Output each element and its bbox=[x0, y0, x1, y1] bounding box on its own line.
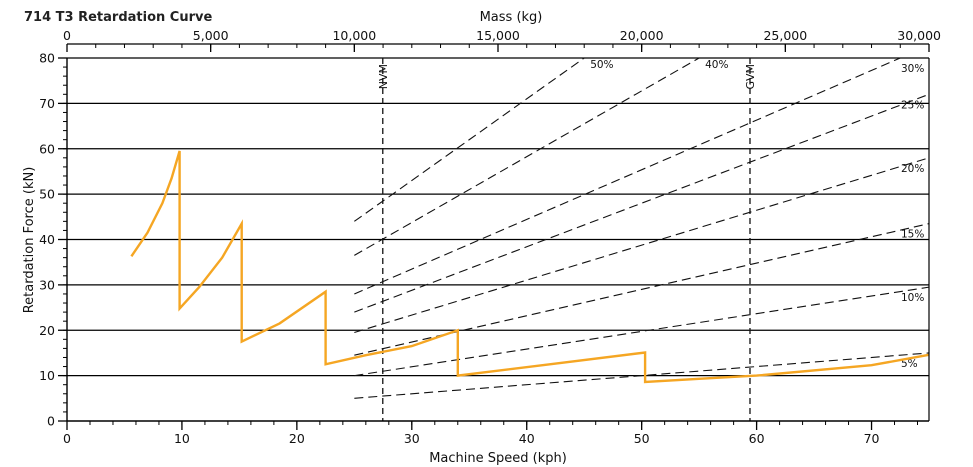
x-axis-title: Machine Speed (kph) bbox=[429, 451, 567, 466]
y-tick-label-70: 70 bbox=[39, 96, 55, 111]
y-tick-label-40: 40 bbox=[39, 232, 55, 247]
x-tick-label-50: 50 bbox=[634, 431, 650, 446]
grid-layer bbox=[67, 57, 929, 377]
top-tick-label-25000: 25,000 bbox=[763, 28, 807, 43]
x-tick-label-60: 60 bbox=[749, 431, 765, 446]
y-axis-title: Retardation Force (kN) bbox=[22, 167, 37, 314]
x-tick-label-0: 0 bbox=[63, 431, 71, 446]
top-tick-label-15000: 15,000 bbox=[476, 28, 520, 43]
x-tick-label-70: 70 bbox=[864, 431, 880, 446]
axes-layer: 0 10 20 30 40 50 60 70 0 10 20 30 40 50 60 70 80 0 5,000 10… bbox=[39, 28, 941, 446]
grade-lines-layer: 50% 40% 30% 25% 20% 15% 10% 5% bbox=[354, 57, 930, 399]
text-layer: 714 T3 Retardation Curve Mass (kg) Machi… bbox=[22, 10, 567, 466]
y-tick-label-0: 0 bbox=[47, 414, 55, 429]
grade-label-20pct: 20% bbox=[901, 163, 924, 175]
x-tick-label-20: 20 bbox=[289, 431, 305, 446]
marker-label-nvm: NVM bbox=[377, 64, 390, 89]
marker-label-gvm: GVM bbox=[744, 64, 757, 90]
grade-line-20pct bbox=[354, 157, 930, 334]
grade-line-5pct bbox=[354, 352, 930, 399]
y-tick-label-50: 50 bbox=[39, 187, 55, 202]
grade-label-40pct: 40% bbox=[705, 59, 728, 71]
top-tick-label-10000: 10,000 bbox=[332, 28, 376, 43]
grade-label-15pct: 15% bbox=[901, 229, 924, 241]
y-tick-label-20: 20 bbox=[39, 323, 55, 338]
grade-label-25pct: 25% bbox=[901, 99, 924, 111]
curve-layer bbox=[130, 150, 930, 384]
vertical-markers-layer: NVM GVM bbox=[377, 58, 757, 421]
grade-line-50pct bbox=[354, 57, 585, 222]
grade-label-50pct: 50% bbox=[590, 59, 613, 71]
top-tick-label-30000: 30,000 bbox=[897, 28, 941, 43]
grade-label-5pct: 5% bbox=[901, 358, 918, 370]
retardation-curve-line bbox=[130, 150, 930, 384]
y-tick-label-60: 60 bbox=[39, 141, 55, 156]
grade-line-30pct bbox=[354, 57, 901, 295]
x-tick-label-10: 10 bbox=[174, 431, 190, 446]
top-tick-label-0: 0 bbox=[63, 28, 71, 43]
top-tick-label-20000: 20,000 bbox=[620, 28, 664, 43]
top-tick-label-5000: 5,000 bbox=[193, 28, 229, 43]
grade-line-10pct bbox=[354, 286, 930, 377]
x-tick-label-40: 40 bbox=[519, 431, 535, 446]
y-tick-label-10: 10 bbox=[39, 368, 55, 383]
chart-title: 714 T3 Retardation Curve bbox=[24, 10, 212, 25]
top-axis-title: Mass (kg) bbox=[480, 10, 543, 25]
x-tick-label-30: 30 bbox=[404, 431, 420, 446]
y-tick-label-30: 30 bbox=[39, 277, 55, 292]
grade-line-25pct bbox=[354, 93, 930, 313]
grade-line-40pct bbox=[354, 57, 700, 256]
y-tick-label-80: 80 bbox=[39, 51, 55, 66]
grade-label-10pct: 10% bbox=[901, 292, 924, 304]
grade-label-30pct: 30% bbox=[901, 63, 924, 75]
